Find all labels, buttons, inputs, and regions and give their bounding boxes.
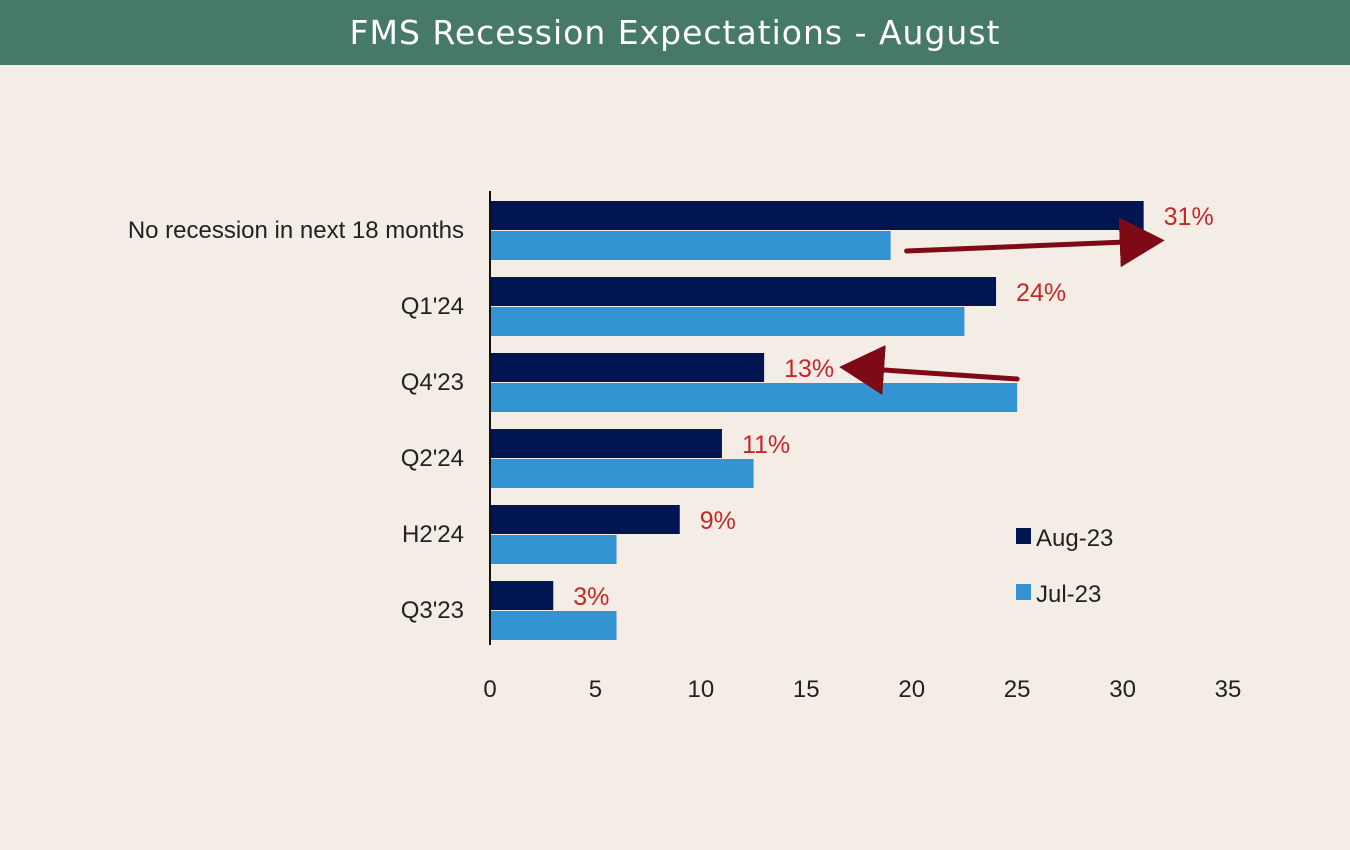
x-tick-label-5: 5 — [589, 676, 602, 703]
legend-swatch-aug-23 — [1016, 528, 1031, 544]
bar-jul-23-h2-24 — [490, 535, 617, 564]
increase-arrow-icon — [904, 217, 1165, 268]
x-tick-label-35: 35 — [1215, 676, 1242, 703]
bar-aug-23-q3-23 — [490, 581, 554, 610]
data-label-no-recession-in-next-18-months: 31% — [1164, 203, 1214, 231]
bar-aug-23-no-recession-in-next-18-months — [490, 201, 1144, 230]
chart-title: FMS Recession Expectations - August — [349, 13, 1001, 52]
data-labels: 31% 24% 13% 11% 9% 3% — [573, 203, 1213, 611]
data-label-q1-24: 24% — [1016, 279, 1066, 307]
bar-jul-23-q3-23 — [490, 611, 617, 640]
category-labels: No recession in next 18 months Q1'24 Q4'23… — [128, 217, 464, 624]
bar-aug-23-h2-24 — [490, 505, 680, 534]
bar-jul-23-q4-23 — [490, 383, 1018, 412]
category-label-no-recession-in-next-18-months: No recession in next 18 months — [128, 217, 464, 244]
category-label-q4-23: Q4'23 — [401, 369, 464, 396]
title-banner: FMS Recession Expectations - August — [0, 0, 1350, 65]
x-tick-label-10: 10 — [688, 676, 715, 703]
x-tick-label-0: 0 — [483, 676, 496, 703]
data-label-q2-24: 11% — [742, 431, 790, 459]
decrease-arrow-icon — [839, 345, 1020, 395]
x-tick-label-20: 20 — [898, 676, 925, 703]
annotation-arrows — [839, 217, 1165, 395]
category-label-h2-24: H2'24 — [402, 521, 464, 548]
bar-aug-23-q2-24 — [490, 429, 722, 458]
legend-swatch-jul-23 — [1016, 584, 1031, 600]
bar-jul-23-q2-24 — [490, 459, 754, 488]
bar-chart: No recession in next 18 months Q1'24 Q4'23… — [128, 191, 1241, 703]
x-tick-label-25: 25 — [1004, 676, 1031, 703]
x-axis-ticks: 0 5 10 15 20 25 30 35 — [483, 676, 1241, 703]
data-label-h2-24: 9% — [700, 507, 736, 535]
data-label-q4-23: 13% — [784, 355, 834, 383]
category-label-q2-24: Q2'24 — [401, 445, 464, 472]
x-tick-label-15: 15 — [793, 676, 820, 703]
category-label-q1-24: Q1'24 — [401, 293, 464, 320]
bars-layer — [490, 201, 1144, 640]
data-label-q3-23: 3% — [573, 583, 609, 611]
bar-jul-23-no-recession-in-next-18-months — [490, 231, 891, 260]
bar-aug-23-q1-24 — [490, 277, 997, 306]
bar-jul-23-q1-24 — [490, 307, 965, 336]
category-label-q3-23: Q3'23 — [401, 597, 464, 624]
bar-aug-23-q4-23 — [490, 353, 765, 382]
legend-label-aug-23: Aug-23 — [1036, 525, 1113, 552]
x-tick-label-30: 30 — [1109, 676, 1136, 703]
legend: Aug-23 Jul-23 — [1016, 525, 1113, 608]
legend-label-jul-23: Jul-23 — [1036, 581, 1101, 608]
